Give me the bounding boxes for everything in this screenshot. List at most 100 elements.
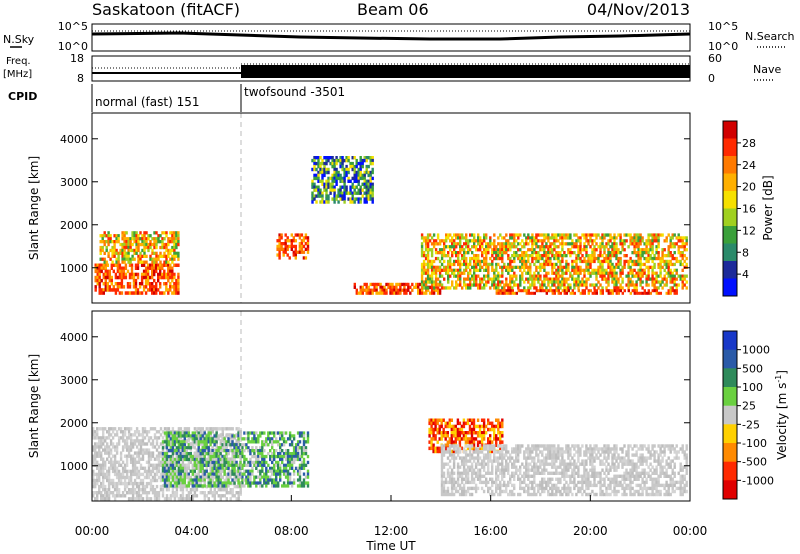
power-echo-cell [655, 274, 658, 278]
power-echo-cell [639, 283, 642, 287]
power-echo-cell [345, 170, 348, 175]
velocity-echo-cell [199, 442, 202, 446]
power-echo-cell [529, 277, 532, 281]
power-echo-cell [430, 288, 434, 292]
velocity-echo-cell [141, 478, 145, 483]
velocity-echo-cell [282, 463, 286, 467]
velocity-echo-cell [298, 481, 302, 485]
velocity-echo-cell [173, 484, 177, 489]
power-echo-cell [167, 242, 170, 247]
power-echo-cell [138, 282, 142, 286]
velocity-echo-cell [106, 457, 109, 461]
power-echo-cell [451, 239, 454, 243]
velocity-echo-cell [227, 463, 230, 467]
velocity-echo-cell [203, 475, 206, 480]
power-echo-cell [449, 256, 452, 261]
power-echo-cell [599, 236, 602, 240]
velocity-echo-cell [292, 449, 296, 453]
velocity-echo-cell [145, 494, 149, 498]
power-echo-cell [276, 239, 279, 243]
power-echo-cell [485, 283, 488, 287]
power-echo-cell [420, 254, 424, 258]
power-echo-cell [603, 274, 606, 278]
velocity-echo-cell [284, 452, 288, 456]
power-echo-cell [577, 265, 580, 269]
power-echo-cell [543, 251, 546, 255]
power-echo-cell [599, 283, 602, 287]
power-echo-cell [96, 272, 99, 277]
power-echo-cell [165, 248, 168, 253]
power-echo-cell [447, 268, 450, 272]
velocity-echo-cell [245, 469, 248, 473]
power-echo-cell [436, 286, 440, 290]
velocity-echo-cell [201, 463, 204, 467]
power-echo-cell [104, 269, 107, 274]
power-echo-cell [365, 164, 368, 169]
power-echo-cell [555, 251, 558, 255]
velocity-echo-cell [290, 452, 294, 456]
power-echo-cell [593, 259, 596, 264]
power-echo-cell [321, 176, 324, 181]
velocity-echo-cell [92, 457, 95, 461]
velocity-echo-cell [205, 446, 208, 450]
power-echo-cell [595, 256, 598, 261]
power-echo-cell [621, 245, 624, 249]
velocity-echo-cell [171, 494, 175, 498]
power-echo-cell [577, 277, 580, 281]
power-echo-cell [292, 244, 295, 249]
velocity-echo-cell [239, 488, 242, 492]
velocity-echo-cell [225, 460, 228, 465]
velocity-echo-cell [127, 433, 131, 437]
power-echo-cell [371, 167, 374, 172]
power-echo-cell [440, 256, 444, 261]
power-echo-cell [467, 265, 470, 269]
velocity-echo-cell [94, 436, 97, 440]
power-echo-cell [399, 288, 402, 292]
power-echo-cell [571, 262, 574, 267]
power-echo-cell [349, 188, 352, 192]
power-echo-cell [627, 259, 630, 264]
power-echo-cell [459, 233, 462, 237]
velocity-echo-cell [147, 481, 151, 486]
power-echo-cell [517, 242, 520, 246]
power-echo-cell [623, 254, 626, 258]
power-echo-cell [143, 234, 146, 238]
power-echo-cell [147, 242, 150, 247]
velocity-echo-cell [290, 484, 294, 488]
power-echo-cell [499, 291, 502, 295]
power-echo-cell [155, 257, 158, 261]
velocity-echo-cell [213, 472, 216, 476]
power-echo-cell [667, 291, 670, 295]
velocity-echo-cell [298, 484, 302, 488]
power-echo-cell [438, 248, 442, 252]
power-echo-cell [515, 283, 518, 287]
velocity-echo-cell [123, 484, 127, 489]
power-echo-cell [345, 164, 348, 169]
velocity-echo-cell [163, 484, 167, 488]
power-echo-cell [465, 245, 468, 249]
velocity-echo-cell [225, 481, 228, 485]
power-echo-cell [513, 283, 516, 287]
velocity-echoes [92, 418, 688, 501]
velocity-echo-cell [177, 446, 181, 450]
velocity-echo-cell [197, 440, 200, 444]
power-echo-cell [615, 274, 618, 278]
power-echo-cell [495, 286, 498, 290]
power-echo-cell [325, 182, 328, 186]
power-echo-cell [110, 263, 113, 267]
velocity-echo-cell [275, 437, 278, 441]
power-echo-cell [157, 278, 160, 283]
power-echo-cell [167, 240, 170, 244]
velocity-echo-cell [137, 433, 141, 437]
power-echo-cell [167, 254, 170, 258]
power-echo-cell [581, 289, 584, 293]
power-echo-cell [667, 251, 670, 255]
velocity-echo-cell [117, 481, 121, 486]
power-echo-cell [499, 242, 502, 246]
power-echo-cell [278, 236, 281, 240]
power-echo-cell [479, 242, 482, 246]
velocity-echo-cell [171, 449, 175, 453]
power-echo-cell [599, 289, 602, 293]
velocity-echo-cell [279, 466, 282, 470]
power-echo-cell [487, 242, 490, 246]
